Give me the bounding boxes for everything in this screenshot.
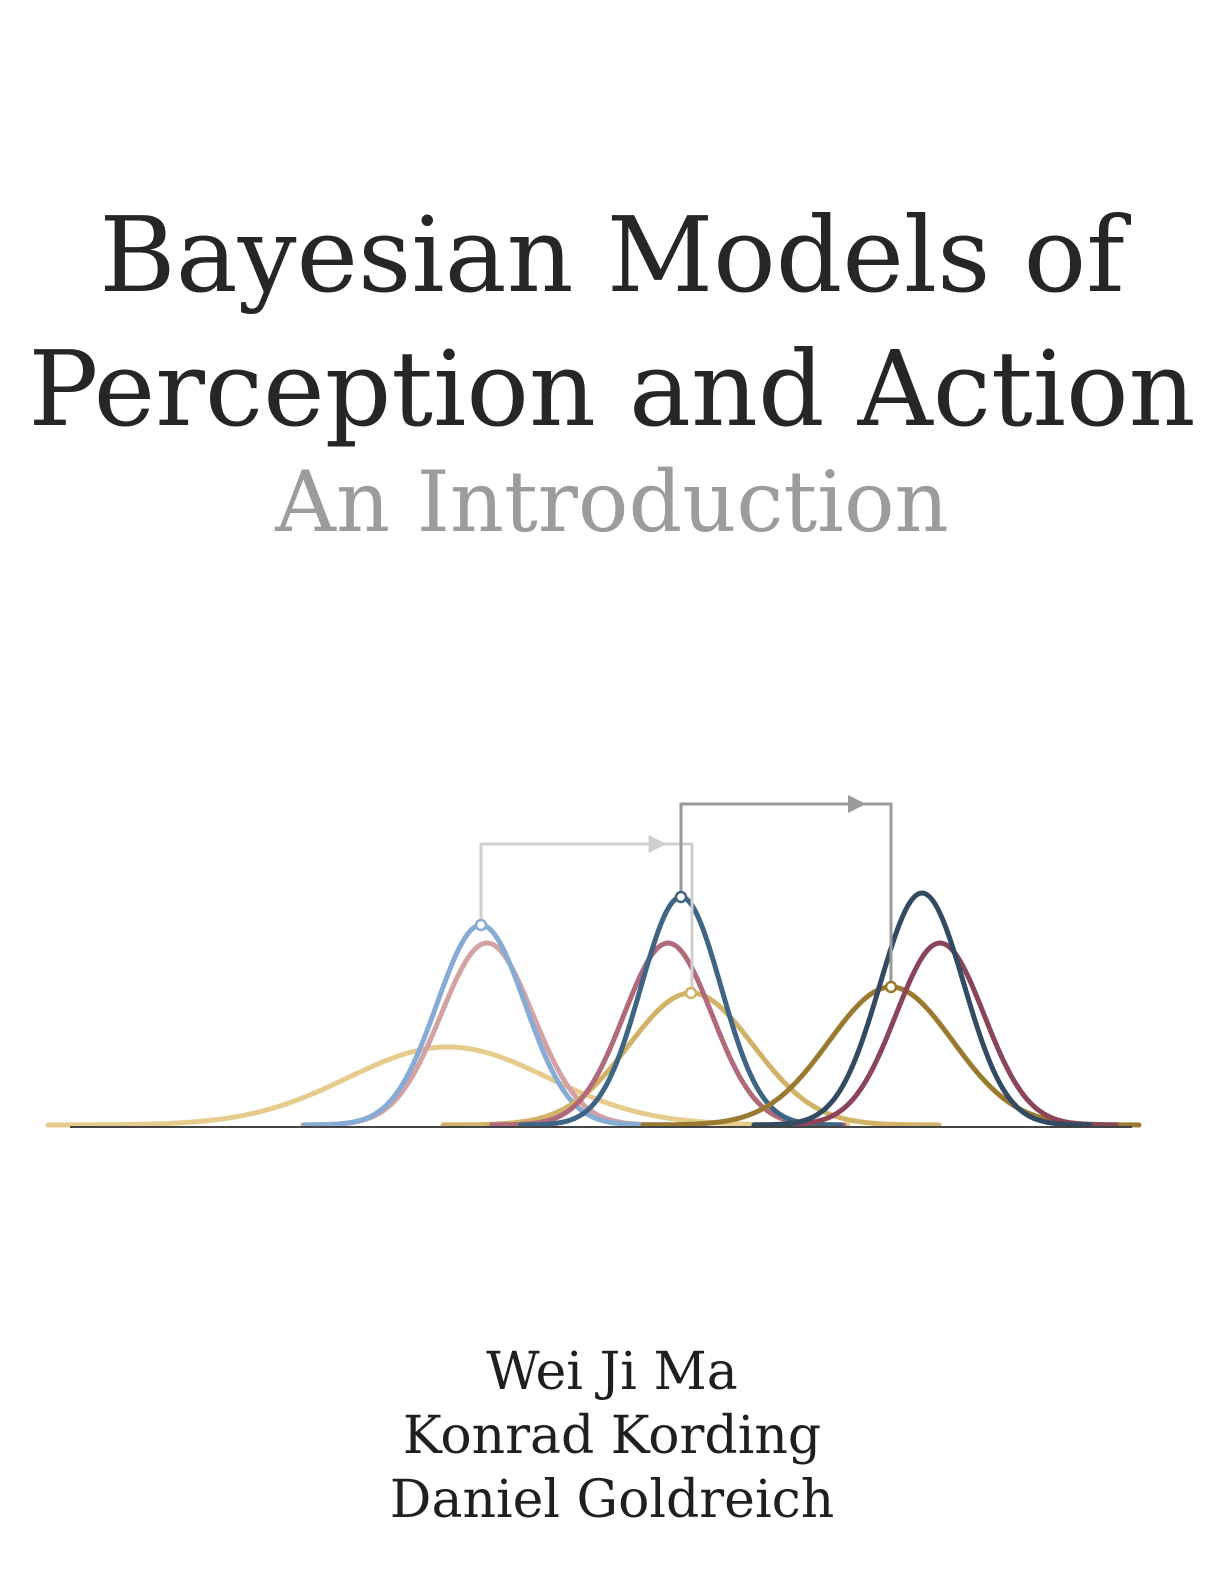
rose-curve-3 [761, 940, 1119, 1128]
author-list: Wei Ji Ma Konrad Kording Daniel Goldreic… [0, 1340, 1224, 1532]
peak-marker-gold-2 [684, 986, 698, 1000]
arrow-stage-1 [479, 842, 694, 992]
author-3: Daniel Goldreich [389, 1470, 835, 1530]
peak-marker-navy [674, 890, 688, 904]
cover-illustration [45, 795, 1142, 1128]
update-arrows [479, 795, 893, 992]
peak-marker-gold-3 [884, 980, 898, 994]
blue-curve-1 [302, 922, 660, 1128]
peak-markers [474, 890, 898, 1000]
arrow-stage-2 [679, 802, 893, 984]
peak-marker-blue [474, 918, 488, 932]
title-line-2: Perception and Action [28, 328, 1196, 450]
navy-curve-3 [751, 890, 1093, 1128]
gold-curve-2 [440, 990, 942, 1128]
arrow-stage-1-head [648, 835, 667, 853]
gaussian-curves [45, 890, 1142, 1128]
author-1: Wei Ji Ma [486, 1342, 738, 1402]
author-2: Konrad Kording [402, 1406, 822, 1466]
title-line-1: Bayesian Models of [99, 194, 1125, 316]
book-subtitle: An Introduction [275, 453, 949, 551]
book-title: Bayesian Models of Perception and Action [0, 188, 1224, 456]
arrow-stage-2-head [848, 795, 866, 813]
rose-curve-2 [489, 940, 847, 1128]
